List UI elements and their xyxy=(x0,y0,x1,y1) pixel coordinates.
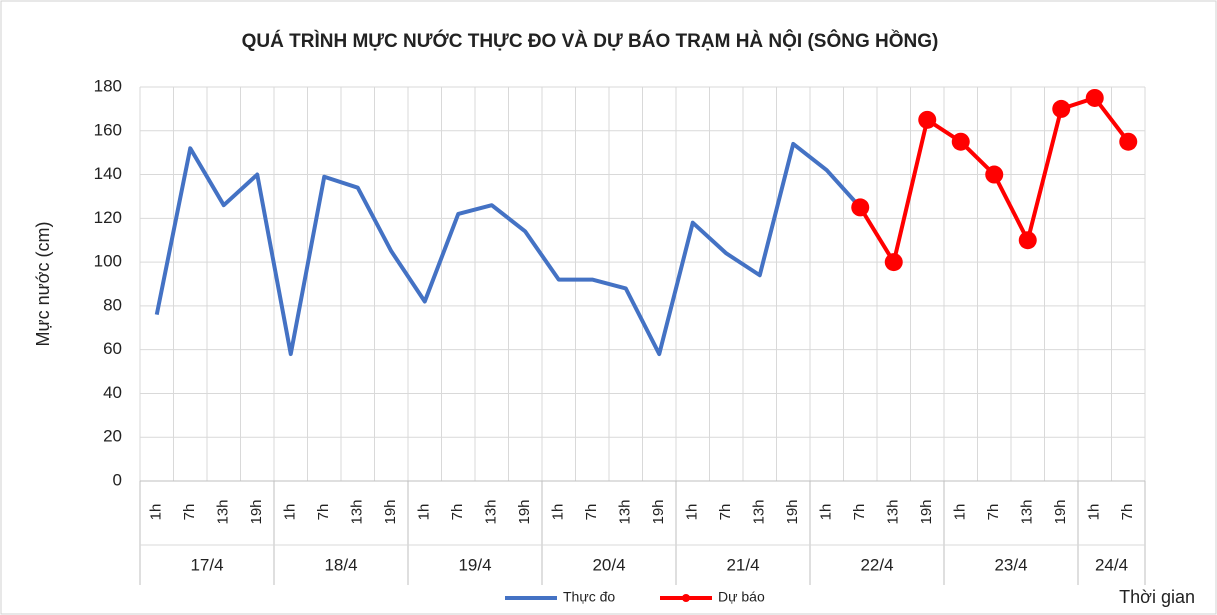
y-tick-label: 120 xyxy=(94,208,122,227)
y-axis-label: Mực nước (cm) xyxy=(33,222,53,347)
x-tick-label: 13h xyxy=(617,499,634,524)
x-tick-label: 13h xyxy=(215,499,232,524)
point xyxy=(985,165,1004,184)
series-line xyxy=(154,141,862,357)
chart-title: QUÁ TRÌNH MỰC NƯỚC THỰC ĐO VÀ DỰ BÁO TRẠ… xyxy=(242,30,939,52)
x-tick-label: 13h xyxy=(349,499,366,524)
point xyxy=(918,110,937,129)
point xyxy=(1119,132,1138,151)
x-tick-label: 1h xyxy=(684,504,701,521)
point xyxy=(1052,99,1071,118)
group-label: 20/4 xyxy=(592,555,625,574)
group-label: 24/4 xyxy=(1095,555,1128,574)
x-tick-label: 7h xyxy=(315,504,332,521)
x-tick-label: 19h xyxy=(382,499,399,524)
point xyxy=(851,198,870,217)
x-tick-label: 7h xyxy=(985,504,1002,521)
group-label: 23/4 xyxy=(994,555,1027,574)
point xyxy=(884,253,903,272)
group-label: 18/4 xyxy=(324,555,357,574)
x-tick-label: 1h xyxy=(416,504,433,521)
x-tick-label: 7h xyxy=(717,504,734,521)
y-tick-label: 0 xyxy=(113,470,122,489)
point xyxy=(1085,88,1104,107)
y-tick-label: 40 xyxy=(103,383,122,402)
x-tick-label: 7h xyxy=(1119,504,1136,521)
y-tick-label: 60 xyxy=(103,339,122,358)
x-tick-label: 19h xyxy=(784,499,801,524)
x-tick-label: 7h xyxy=(583,504,600,521)
x-tick-label: 19h xyxy=(650,499,667,524)
y-tick-label: 20 xyxy=(103,427,122,446)
y-tick-label: 160 xyxy=(94,120,122,139)
legend-label: Thực đo xyxy=(563,589,615,605)
y-tick-label: 180 xyxy=(94,76,122,95)
y-tick-label: 80 xyxy=(103,295,122,314)
y-tick-label: 140 xyxy=(94,164,122,183)
x-tick-label: 1h xyxy=(1086,504,1103,521)
x-tick-label: 1h xyxy=(148,504,165,521)
legend-label: Dự báo xyxy=(718,589,765,605)
group-label: 19/4 xyxy=(458,555,491,574)
x-tick-label: 19h xyxy=(516,499,533,524)
x-tick-label: 7h xyxy=(449,504,466,521)
point xyxy=(951,132,970,151)
x-tick-label: 7h xyxy=(851,504,868,521)
x-axis-label: Thời gian xyxy=(1119,587,1195,607)
x-tick-label: 19h xyxy=(918,499,935,524)
legend-marker xyxy=(682,594,690,602)
x-tick-label: 1h xyxy=(282,504,299,521)
x-tick-label: 13h xyxy=(1019,499,1036,524)
group-label: 21/4 xyxy=(726,555,759,574)
x-tick-label: 1h xyxy=(550,504,567,521)
x-tick-label: 13h xyxy=(483,499,500,524)
x-tick-label: 1h xyxy=(952,504,969,521)
x-tick-label: 13h xyxy=(885,499,902,524)
x-tick-label: 7h xyxy=(181,504,198,521)
group-label: 17/4 xyxy=(190,555,223,574)
y-tick-label: 100 xyxy=(94,252,122,271)
group-label: 22/4 xyxy=(860,555,893,574)
point xyxy=(1018,231,1037,250)
x-tick-label: 1h xyxy=(818,504,835,521)
x-tick-label: 13h xyxy=(751,499,768,524)
x-tick-label: 19h xyxy=(248,499,265,524)
x-tick-label: 19h xyxy=(1052,499,1069,524)
